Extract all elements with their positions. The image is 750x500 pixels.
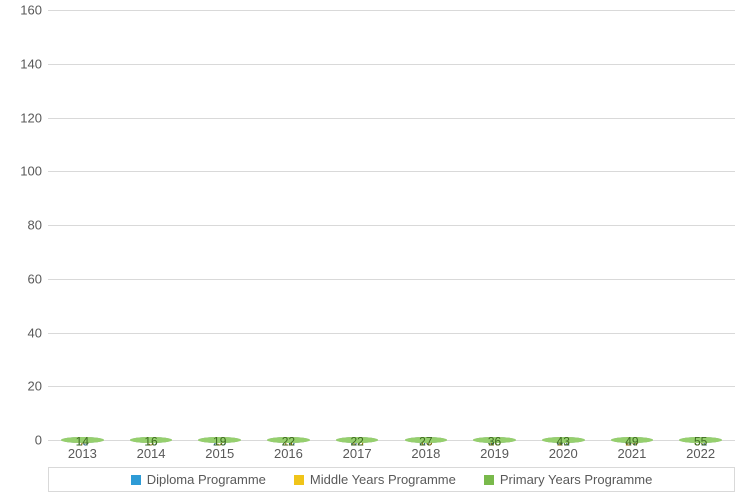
legend-swatch <box>484 475 494 485</box>
legend-swatch <box>131 475 141 485</box>
legend-swatch <box>294 475 304 485</box>
chart-container: 0 20 40 60 80 100 120 140 160 197142013199162014… <box>0 0 750 500</box>
legend-label: Middle Years Programme <box>310 472 456 487</box>
y-tick-label: 140 <box>20 56 48 71</box>
y-tick-label: 40 <box>28 325 48 340</box>
legend-label: Primary Years Programme <box>500 472 652 487</box>
x-tick-label: 2020 <box>549 440 578 461</box>
legend-item: Middle Years Programme <box>294 472 456 487</box>
legend: Diploma Programme Middle Years Programme P… <box>48 467 735 492</box>
x-tick-label: 2016 <box>274 440 303 461</box>
y-tick-label: 100 <box>20 164 48 179</box>
x-tick-label: 2018 <box>411 440 440 461</box>
plot-area: 020406080100120140160 197142013199162014… <box>48 10 735 440</box>
x-tick-label: 2019 <box>480 440 509 461</box>
y-tick-label: 160 <box>20 3 48 18</box>
legend-item: Primary Years Programme <box>484 472 652 487</box>
x-tick-label: 2017 <box>343 440 372 461</box>
legend-label: Diploma Programme <box>147 472 266 487</box>
x-tick-label: 2021 <box>617 440 646 461</box>
x-tick-label: 2022 <box>686 440 715 461</box>
y-tick-label: 0 <box>35 433 48 448</box>
y-tick-label: 60 <box>28 271 48 286</box>
y-tick-label: 80 <box>28 218 48 233</box>
bars-layer: 1971420131991620142691920152811222016321… <box>48 10 735 440</box>
x-tick-label: 2014 <box>137 440 166 461</box>
x-tick-label: 2015 <box>205 440 234 461</box>
y-tick-label: 120 <box>20 110 48 125</box>
x-tick-label: 2013 <box>68 440 97 461</box>
legend-item: Diploma Programme <box>131 472 266 487</box>
y-tick-label: 20 <box>28 379 48 394</box>
